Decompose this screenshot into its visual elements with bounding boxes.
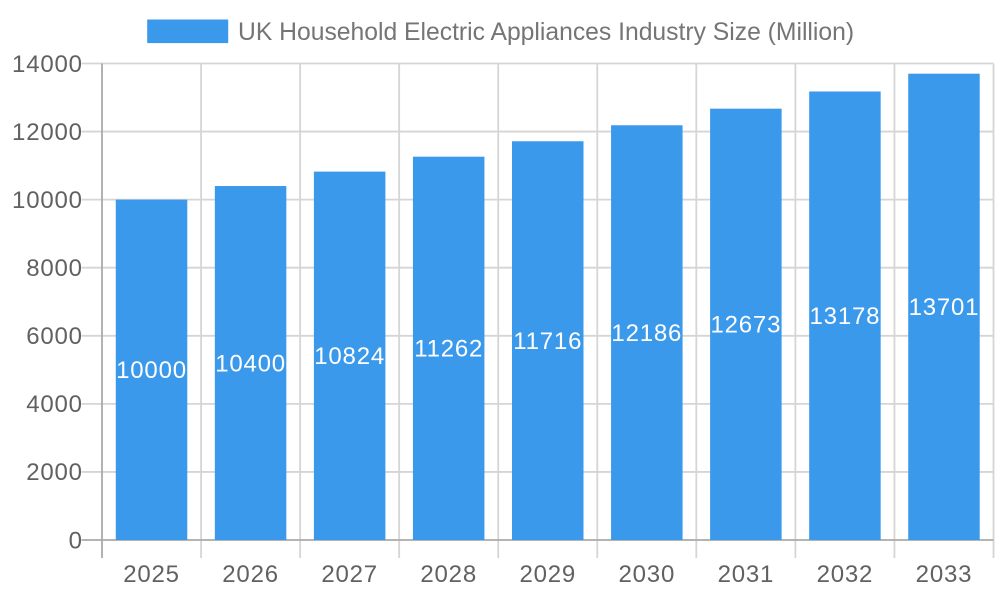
svg-text:12673: 12673	[710, 312, 781, 339]
svg-text:2029: 2029	[519, 561, 576, 588]
svg-text:14000: 14000	[12, 51, 83, 78]
svg-text:13178: 13178	[810, 303, 881, 330]
svg-text:6000: 6000	[26, 323, 83, 350]
svg-text:4000: 4000	[26, 391, 83, 418]
svg-text:10400: 10400	[215, 350, 286, 377]
svg-text:8000: 8000	[26, 255, 83, 282]
svg-text:2027: 2027	[321, 561, 378, 588]
svg-text:10000: 10000	[12, 187, 83, 214]
svg-text:10824: 10824	[314, 343, 385, 370]
svg-text:UK Household Electric Applianc: UK Household Electric Appliances Industr…	[238, 19, 854, 46]
svg-text:12000: 12000	[12, 119, 83, 146]
svg-text:2031: 2031	[718, 561, 775, 588]
svg-text:2028: 2028	[420, 561, 477, 588]
svg-text:2025: 2025	[123, 561, 180, 588]
svg-text:2032: 2032	[817, 561, 874, 588]
svg-text:11262: 11262	[414, 336, 483, 363]
svg-text:2026: 2026	[222, 561, 279, 588]
svg-text:2000: 2000	[26, 459, 83, 486]
svg-text:12186: 12186	[611, 320, 682, 347]
svg-text:2033: 2033	[916, 561, 973, 588]
svg-text:10000: 10000	[116, 357, 187, 384]
svg-text:2030: 2030	[619, 561, 676, 588]
svg-text:13701: 13701	[909, 294, 980, 321]
svg-text:0: 0	[69, 527, 83, 554]
svg-text:11716: 11716	[513, 328, 582, 355]
